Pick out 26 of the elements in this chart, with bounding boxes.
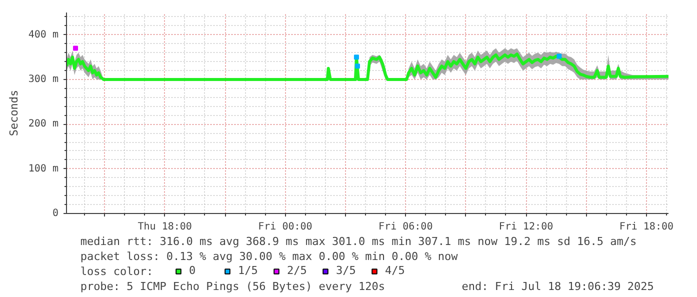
legend-label: 4/5	[385, 264, 405, 277]
legend-label: 2/5	[287, 264, 307, 277]
y-axis-title: Seconds	[7, 90, 20, 136]
y-tick-label: 300 m	[28, 74, 59, 85]
y-tick-label: 200 m	[28, 118, 59, 130]
x-tick-label: Fri 18:00	[619, 222, 674, 232]
x-tick-label: Thu 18:00	[138, 222, 192, 232]
legend-title: loss color:	[80, 265, 154, 278]
x-tick-label: Fri 12:00	[498, 222, 554, 232]
point	[354, 64, 360, 69]
x-tick-label: Fri 00:00	[258, 222, 312, 232]
x-tick-label: Fri 06:00	[378, 222, 433, 232]
line-series	[66, 52, 668, 81]
text: packet loss: 0.13 % avg 30.00 % max 0.00 % min 0.00 % now	[80, 250, 458, 263]
text: median rtt: 316.0 ms avg 368.9 ms max 301.0 ms min 307.1 ms now 19.2 ms sd 16.5 am/s	[80, 235, 637, 248]
point	[73, 46, 78, 51]
text: probe: 5 ICMP Echo Pings (56 Bytes) every 120s	[80, 280, 385, 293]
point	[556, 54, 562, 59]
y-tick-label: 100 m	[28, 163, 59, 174]
point	[354, 54, 359, 60]
legend-label: 1/5	[238, 264, 258, 277]
y-tick-label: 0	[52, 208, 59, 219]
y-tick-label: 400 m	[28, 29, 59, 40]
legend-label: 3/5	[336, 264, 356, 277]
text: end: Fri Jul 18 19:06:39 2025	[462, 280, 654, 293]
legend-label: 0	[189, 264, 197, 277]
